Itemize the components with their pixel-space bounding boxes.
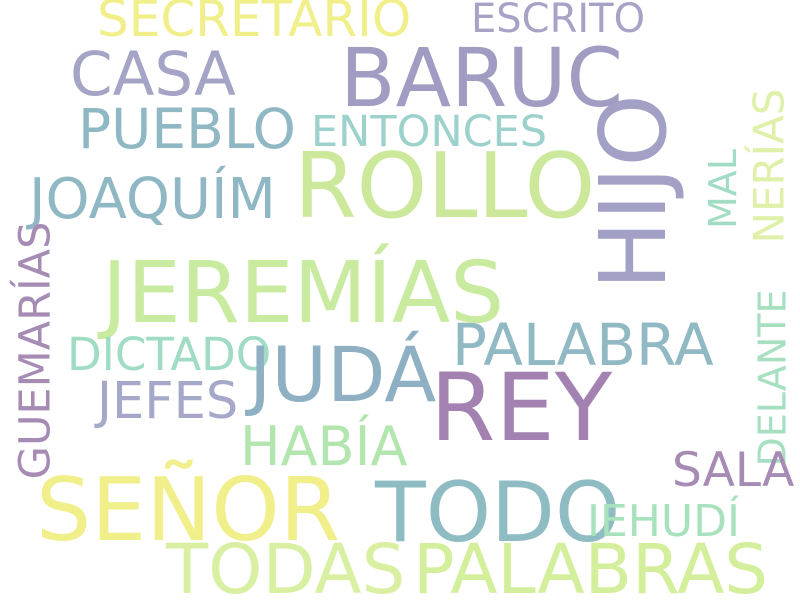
word-pueblo: PUEBLO bbox=[78, 97, 296, 161]
word-hijo: HIJO bbox=[579, 94, 687, 290]
word-guemarias: GUEMARÍAS bbox=[10, 221, 61, 480]
word-secretario: SECRETARIO bbox=[97, 0, 412, 48]
word-baruc: BARUC bbox=[340, 32, 624, 126]
word-sala: SALA bbox=[672, 443, 795, 498]
word-entonces: ENTONCES bbox=[311, 107, 548, 157]
word-rollo: ROLLO bbox=[294, 134, 596, 239]
word-iehudi: IEHUDÍ bbox=[587, 496, 740, 547]
word-mal: MAL bbox=[700, 149, 745, 229]
word-escrito: ESCRITO bbox=[471, 0, 646, 42]
word-todas: TODAS bbox=[166, 530, 406, 600]
word-rey: REY bbox=[430, 354, 613, 463]
word-casa: CASA bbox=[70, 39, 236, 110]
word-senor: SEÑOR bbox=[36, 459, 341, 561]
word-nerias: NERÍAS bbox=[744, 88, 794, 244]
word-jefes: JEFES bbox=[97, 372, 239, 431]
word-dictado: DICTADO bbox=[67, 328, 272, 381]
word-habia: HABÍA bbox=[240, 415, 408, 478]
word-jeremias: JEREMÍAS bbox=[102, 244, 505, 343]
word-todo: TODO bbox=[375, 464, 621, 561]
word-palabra: PALABRA bbox=[452, 311, 714, 379]
word-joaquim: JOAQUÍM bbox=[29, 167, 276, 232]
word-palabras: PALABRAS bbox=[413, 530, 769, 600]
word-juda: JUDÁ bbox=[249, 330, 437, 419]
word-delante: DELANTE bbox=[750, 289, 795, 467]
